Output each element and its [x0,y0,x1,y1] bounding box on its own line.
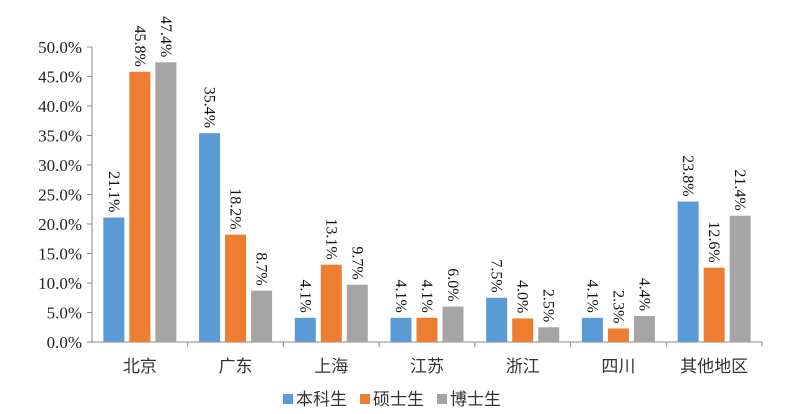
bar [486,297,508,342]
bar [729,215,751,342]
data-label: 8.7% [253,252,270,285]
legend-label: 本科生 [296,390,347,410]
data-label: 4.1% [418,279,435,312]
bar [633,316,655,342]
data-label: 2.5% [540,289,557,322]
data-label: 6.0% [444,268,461,301]
y-tick-label: 5.0% [47,304,82,323]
bar [199,133,221,342]
data-label: 4.1% [296,279,313,312]
data-label: 4.1% [392,279,409,312]
data-label: 4.0% [514,280,531,313]
data-label: 4.1% [583,279,600,312]
bar [442,306,464,342]
data-label: 13.1% [322,218,339,259]
legend-label: 硕士生 [373,390,424,410]
data-label: 47.4% [157,16,174,57]
x-tick-label: 其他地区 [680,357,748,377]
bar [320,264,342,342]
bar [390,317,412,342]
bar [155,62,177,343]
data-label: 4.4% [635,278,652,311]
y-tick-label: 45.0% [38,68,82,87]
x-tick-label: 四川 [601,357,635,377]
data-label: 21.1% [105,171,122,212]
legend-swatch [360,394,370,404]
bar [607,328,629,342]
bar [703,267,725,342]
bar [416,317,438,342]
y-tick-label: 15.0% [38,245,82,264]
data-label: 9.7% [348,246,365,279]
data-label: 18.2% [227,188,244,229]
y-tick-label: 0.0% [47,333,82,352]
data-label: 2.3% [609,290,626,323]
y-tick-label: 40.0% [38,97,82,116]
y-tick-label: 10.0% [38,274,82,293]
data-label: 21.4% [731,169,748,210]
bar [225,234,247,342]
x-tick-label: 上海 [314,357,348,377]
y-tick-label: 50.0% [38,38,82,57]
y-tick-label: 30.0% [38,156,82,175]
legend-label: 博士生 [450,390,501,410]
bar [538,327,560,342]
bar [251,290,273,342]
x-tick-label: 江苏 [410,357,444,377]
bar [677,201,699,342]
legend-swatch [437,394,447,404]
bar [512,318,534,342]
bar [581,317,603,342]
y-tick-label: 25.0% [38,186,82,205]
data-label: 7.5% [488,259,505,292]
data-label: 23.8% [679,155,696,196]
bar [103,217,125,342]
x-tick-label: 北京 [123,357,157,377]
data-label: 12.6% [705,221,722,262]
bar [294,317,316,342]
data-label: 35.4% [201,87,218,128]
x-tick-label: 浙江 [506,357,540,377]
y-tick-label: 20.0% [38,215,82,234]
bar [346,284,368,342]
data-label: 45.8% [131,25,148,66]
legend-swatch [283,394,293,404]
x-tick-label: 广东 [219,357,253,377]
bar [129,71,151,342]
y-tick-label: 35.0% [38,127,82,146]
